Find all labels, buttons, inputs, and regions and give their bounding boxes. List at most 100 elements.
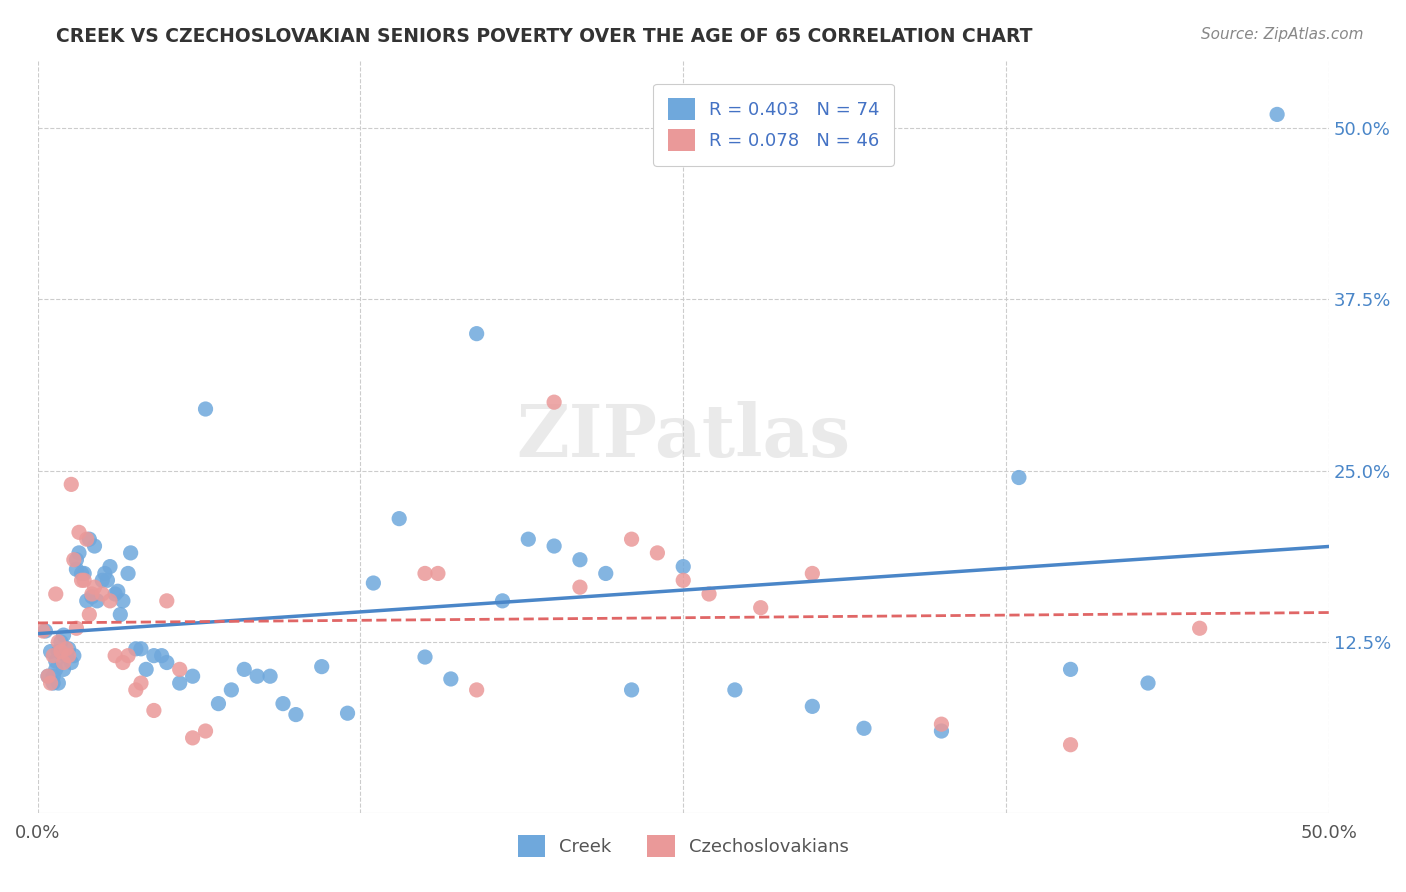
- Point: [931, 717, 953, 731]
- Point: [73, 574, 96, 588]
- Point: [749, 600, 772, 615]
- Point: [150, 648, 173, 663]
- Point: [86, 594, 108, 608]
- Point: [271, 697, 294, 711]
- Point: [801, 699, 824, 714]
- Point: [55, 648, 77, 663]
- Point: [49, 635, 72, 649]
- Point: [413, 566, 436, 581]
- Point: [107, 584, 129, 599]
- Point: [363, 576, 385, 591]
- Point: [543, 395, 565, 409]
- Point: [181, 731, 204, 745]
- Point: [284, 707, 307, 722]
- Point: [52, 662, 75, 676]
- Point: [37, 669, 59, 683]
- Point: [336, 706, 359, 721]
- Point: [129, 676, 152, 690]
- Point: [111, 656, 134, 670]
- Point: [595, 566, 617, 581]
- Text: CREEK VS CZECHOSLOVAKIAN SENIORS POVERTY OVER THE AGE OF 65 CORRELATION CHART: CREEK VS CZECHOSLOVAKIAN SENIORS POVERTY…: [56, 27, 1033, 45]
- Point: [39, 676, 62, 690]
- Point: [37, 669, 59, 683]
- Point: [65, 621, 87, 635]
- Point: [96, 574, 118, 588]
- Point: [76, 532, 98, 546]
- Point: [79, 532, 101, 546]
- Point: [672, 559, 695, 574]
- Point: [46, 676, 69, 690]
- Point: [39, 644, 62, 658]
- Point: [169, 676, 191, 690]
- Point: [60, 656, 83, 670]
- Point: [672, 574, 695, 588]
- Point: [60, 477, 83, 491]
- Point: [697, 587, 720, 601]
- Point: [125, 682, 148, 697]
- Point: [440, 672, 463, 686]
- Point: [620, 532, 643, 546]
- Point: [233, 662, 256, 676]
- Point: [91, 574, 114, 588]
- Point: [801, 566, 824, 581]
- Point: [1137, 676, 1160, 690]
- Text: ZIPatlas: ZIPatlas: [516, 401, 851, 472]
- Point: [55, 641, 77, 656]
- Point: [45, 662, 67, 676]
- Point: [42, 676, 65, 690]
- Point: [931, 724, 953, 739]
- Point: [465, 682, 488, 697]
- Point: [58, 648, 80, 663]
- Point: [491, 594, 513, 608]
- Point: [83, 539, 105, 553]
- Point: [52, 656, 75, 670]
- Point: [63, 553, 86, 567]
- Point: [63, 648, 86, 663]
- Point: [117, 566, 139, 581]
- Point: [76, 594, 98, 608]
- Point: [42, 648, 65, 663]
- Point: [1265, 107, 1288, 121]
- Point: [135, 662, 157, 676]
- Point: [34, 624, 56, 638]
- Point: [117, 648, 139, 663]
- Point: [724, 682, 747, 697]
- Point: [1008, 470, 1031, 484]
- Point: [413, 650, 436, 665]
- Point: [31, 624, 53, 638]
- Point: [388, 511, 411, 525]
- Point: [852, 721, 875, 735]
- Point: [70, 574, 93, 588]
- Point: [46, 644, 69, 658]
- Legend: Creek, Czechoslovakians: Creek, Czechoslovakians: [510, 828, 856, 864]
- Point: [194, 724, 217, 739]
- Point: [73, 566, 96, 581]
- Point: [125, 641, 148, 656]
- Point: [45, 654, 67, 668]
- Point: [207, 697, 229, 711]
- Point: [45, 587, 67, 601]
- Point: [80, 590, 103, 604]
- Point: [83, 580, 105, 594]
- Point: [80, 587, 103, 601]
- Point: [426, 566, 449, 581]
- Point: [1059, 662, 1081, 676]
- Point: [129, 641, 152, 656]
- Point: [46, 635, 69, 649]
- Point: [58, 641, 80, 656]
- Point: [194, 402, 217, 417]
- Point: [79, 607, 101, 622]
- Point: [142, 648, 165, 663]
- Point: [221, 682, 243, 697]
- Point: [246, 669, 269, 683]
- Point: [111, 594, 134, 608]
- Point: [42, 669, 65, 683]
- Point: [91, 587, 114, 601]
- Point: [70, 566, 93, 581]
- Point: [67, 546, 90, 560]
- Point: [620, 682, 643, 697]
- Point: [568, 553, 591, 567]
- Point: [181, 669, 204, 683]
- Point: [1059, 738, 1081, 752]
- Point: [647, 546, 669, 560]
